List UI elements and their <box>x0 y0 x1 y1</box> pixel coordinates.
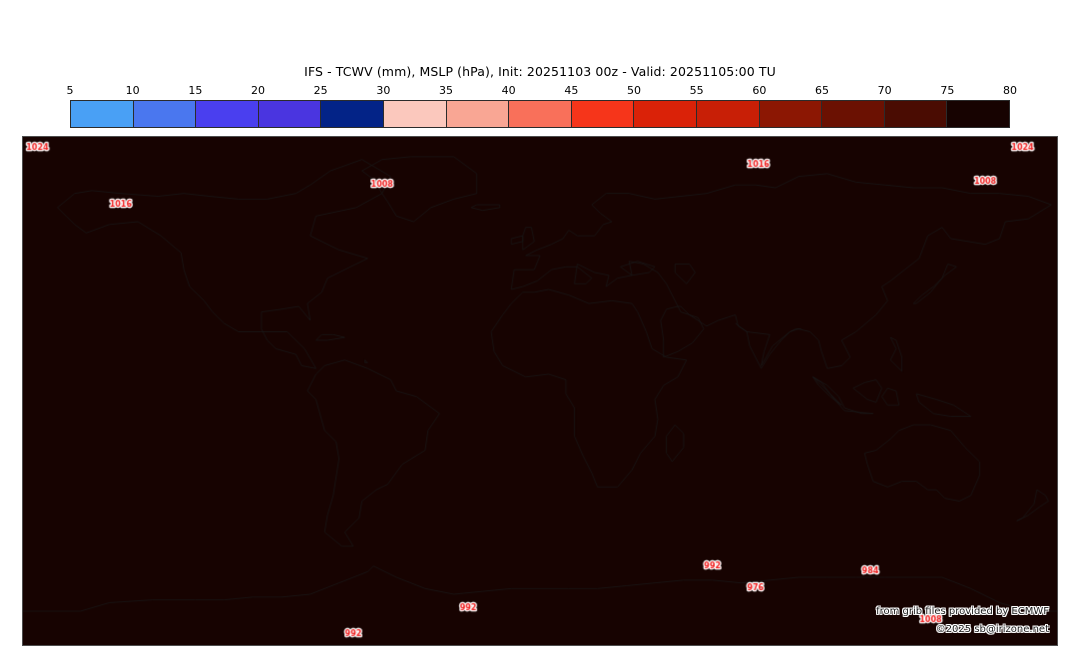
data-source-credit: from grib files provided by ECMWF <box>876 606 1049 617</box>
colorbar-tick-label: 45 <box>564 84 579 97</box>
colorbar-tick-label: 40 <box>501 84 516 97</box>
colorbar-tick-label: 20 <box>251 84 265 97</box>
colorbar-swatch <box>321 101 384 127</box>
colorbar-tick-label: 60 <box>752 84 767 97</box>
colorbar-tick-label: 15 <box>188 84 203 97</box>
colorbar-swatch <box>822 101 885 127</box>
colorbar-swatch <box>258 101 322 127</box>
colorbar-tick-label: 70 <box>877 84 892 97</box>
colorbar-swatch <box>759 101 823 127</box>
colorbar-swatch <box>947 101 1009 127</box>
colorbar-tick-label: 30 <box>376 84 391 97</box>
colorbar-swatch <box>383 101 447 127</box>
colorbar-swatch <box>509 101 572 127</box>
colorbar-swatch <box>133 101 197 127</box>
colorbar-tick-label: 75 <box>940 84 955 97</box>
weather-map-canvas[interactable] <box>23 137 1057 645</box>
map-frame[interactable]: from grib files provided by ECMWF ©2025 … <box>22 136 1058 646</box>
colorbar-swatch <box>446 101 510 127</box>
colorbar-tick-label: 55 <box>689 84 704 97</box>
colorbar-tick-label: 35 <box>439 84 453 97</box>
page-title: IFS - TCWV (mm), MSLP (hPa), Init: 20251… <box>304 64 776 79</box>
copyright-credit: ©2025 sb@irizone.net <box>935 624 1049 635</box>
colorbar-swatch <box>634 101 697 127</box>
colorbar-swatch <box>571 101 635 127</box>
colorbar-swatch <box>884 101 948 127</box>
colorbar-swatch <box>696 101 760 127</box>
colorbar: 5 10 15 20 25 30 35 40 45 50 55 60 65 70 75 80 <box>66 84 1018 132</box>
colorbar-tick-label: 80 <box>1003 84 1017 97</box>
colorbar-tick-label: 65 <box>815 84 829 97</box>
colorbar-swatch <box>71 101 134 127</box>
colorbar-tick-label: 10 <box>125 84 140 97</box>
colorbar-swatches <box>70 100 1010 128</box>
colorbar-tick-labels: 5 10 15 20 25 30 35 40 45 50 55 60 65 70 75 80 <box>66 84 1018 100</box>
colorbar-swatch <box>196 101 259 127</box>
colorbar-tick-label: 5 <box>66 84 74 97</box>
colorbar-tick-label: 50 <box>627 84 641 97</box>
colorbar-tick-label: 25 <box>313 84 328 97</box>
